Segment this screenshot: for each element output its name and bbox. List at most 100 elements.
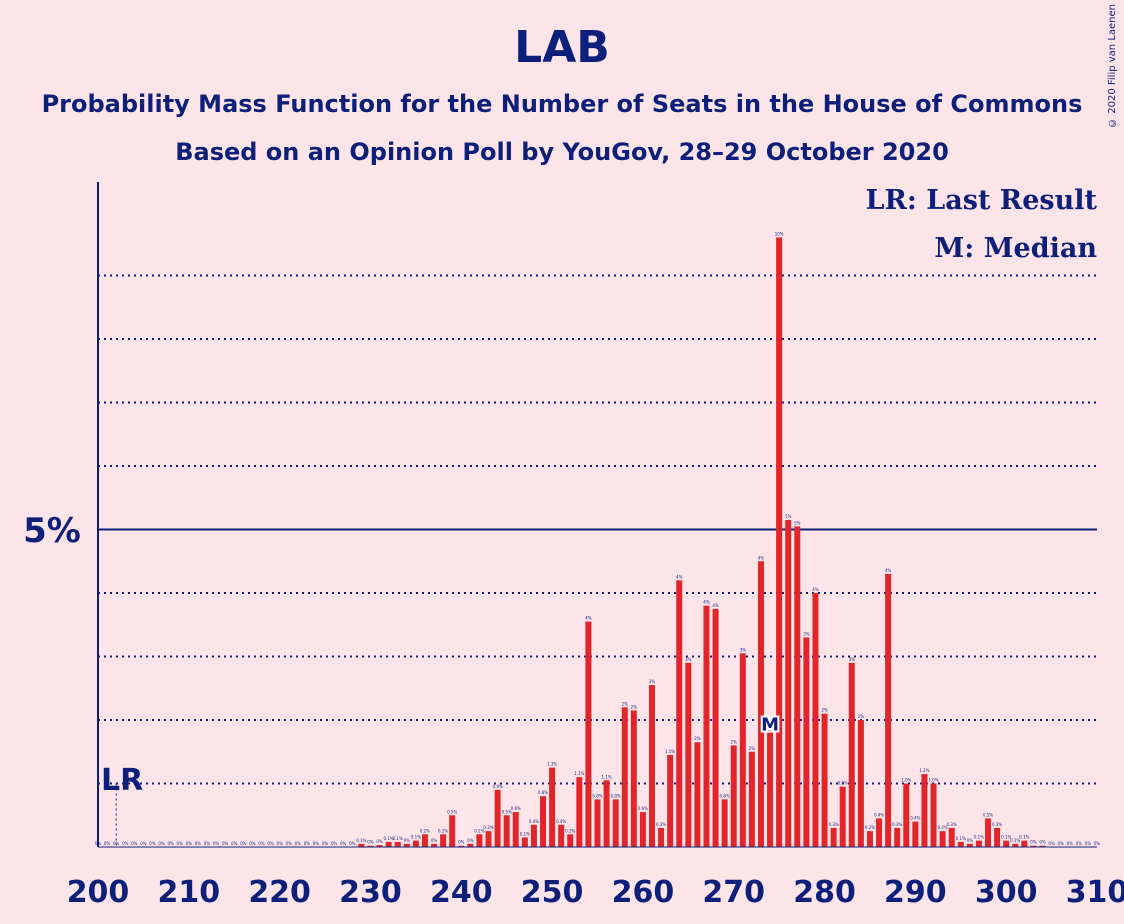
- bar-label-seat-228: 0%: [349, 841, 356, 846]
- bar-label-seat-302: 0.1%: [1019, 835, 1029, 840]
- x-tick-label-210: 210: [158, 875, 221, 910]
- bar-label-seat-284: 2%: [858, 714, 865, 719]
- bar-label-seat-234: 0%: [404, 838, 411, 843]
- bar-seat-232: [385, 841, 392, 847]
- bar-label-seat-242: 0.2%: [474, 828, 484, 833]
- x-tick-label-220: 220: [248, 875, 311, 910]
- bar-label-seat-304: 0%: [1039, 840, 1046, 845]
- bar-label-seat-216: 0%: [240, 841, 247, 846]
- bar-seat-271: [739, 653, 746, 847]
- bar-seat-236: [421, 834, 428, 847]
- bar-label-seat-301: 0.1%: [1010, 838, 1020, 843]
- bar-seat-252: [567, 834, 574, 847]
- bar-label-seat-291: 1.2%: [919, 768, 929, 773]
- x-axis-ticks: 200 210 220 230 240 250 260 270 280 290 300 310: [67, 875, 1124, 910]
- x-tick-label-280: 280: [793, 875, 856, 910]
- x-tick-label-290: 290: [884, 875, 947, 910]
- bar-seat-277: [794, 526, 801, 847]
- median-halo: M: [761, 715, 779, 736]
- bar-label-seat-227: 0%: [340, 841, 347, 846]
- bar-seat-297: [975, 840, 982, 847]
- bar-seat-251: [558, 824, 565, 847]
- bar-seat-270: [730, 745, 737, 847]
- bar-seat-301: [1012, 843, 1019, 847]
- bar-label-seat-259: 2%: [631, 704, 638, 709]
- bar-label-seat-296: 0%: [967, 838, 974, 843]
- bar-label-seat-243: 0.2%: [483, 825, 493, 830]
- bar-seat-255: [594, 799, 601, 847]
- bar-seat-302: [1021, 840, 1028, 847]
- bars: [358, 237, 1046, 847]
- bar-label-seat-232: 0.1%: [384, 836, 394, 841]
- bar-label-seat-274: 2%: [767, 727, 774, 732]
- bar-label-seat-272: 2%: [749, 746, 756, 751]
- bar-label-seat-285: 0.2%: [865, 825, 875, 830]
- bar-label-seat-308: 0%: [1076, 841, 1083, 846]
- bar-seat-276: [785, 519, 792, 847]
- bar-seat-245: [503, 815, 510, 847]
- bar-label-seat-265: 3%: [685, 657, 692, 662]
- bar-label-seat-247: 0.1%: [520, 831, 530, 836]
- x-tick-label-200: 200: [67, 875, 130, 910]
- bar-label-seat-253: 1.1%: [574, 771, 584, 776]
- bar-label-seat-251: 0.4%: [556, 819, 566, 824]
- bar-label-seat-207: 0%: [158, 841, 165, 846]
- bar-label-seat-222: 0%: [295, 841, 302, 846]
- chart-source-line: Based on an Opinion Poll by YouGov, 28–2…: [175, 138, 949, 166]
- bar-seat-278: [803, 637, 810, 847]
- bar-label-seat-292: 1.0%: [928, 778, 938, 783]
- bar-seat-287: [885, 573, 892, 847]
- bar-label-seat-201: 0%: [104, 841, 111, 846]
- bar-label-seat-270: 2%: [731, 739, 738, 744]
- bar-label-seat-215: 0%: [231, 841, 238, 846]
- bar-seat-290: [912, 821, 919, 847]
- bar-label-seat-249: 0.8%: [538, 790, 548, 795]
- bar-seat-246: [512, 812, 519, 847]
- bar-seat-242: [476, 834, 483, 847]
- bar-seat-259: [630, 710, 637, 847]
- bar-label-seat-217: 0%: [249, 841, 256, 846]
- last-result-marker-label: LR: [101, 763, 143, 798]
- bar-label-seat-306: 0%: [1057, 841, 1064, 846]
- bar-label-seat-257: 0.8%: [611, 793, 621, 798]
- bar-label-seat-300: 0.1%: [1001, 835, 1011, 840]
- bar-seat-298: [985, 818, 992, 847]
- bar-seat-243: [485, 831, 492, 847]
- bar-seat-279: [812, 593, 819, 847]
- bar-seat-292: [930, 783, 937, 847]
- bar-label-seat-286: 0.4%: [874, 812, 884, 817]
- bar-seat-286: [876, 818, 883, 847]
- bar-seat-235: [412, 840, 419, 847]
- bar-label-seat-209: 0%: [177, 841, 184, 846]
- bar-label-seat-219: 0%: [267, 841, 274, 846]
- bar-label-seat-205: 0%: [140, 841, 147, 846]
- bar-label-seat-233: 0.1%: [393, 836, 403, 841]
- bar-seat-281: [830, 827, 837, 847]
- bar-seat-288: [894, 827, 901, 847]
- bar-label-seat-294: 0.3%: [947, 822, 957, 827]
- bar-label-seat-266: 2%: [694, 736, 701, 741]
- bar-seat-238: [440, 834, 447, 847]
- bar-seat-269: [721, 799, 728, 847]
- bar-label-seat-229: 0.1%: [356, 838, 366, 843]
- bar-label-seat-307: 0%: [1067, 841, 1074, 846]
- bar-seat-265: [685, 662, 692, 847]
- bar-label-seat-226: 0%: [331, 841, 338, 846]
- bar-seat-291: [921, 773, 928, 847]
- bar-seat-230: [367, 845, 374, 847]
- bar-seat-280: [821, 713, 828, 847]
- bar-label-seat-297: 0.1%: [974, 835, 984, 840]
- bar-label-seat-245: 0.5%: [502, 809, 512, 814]
- bar-seat-244: [494, 789, 501, 847]
- bar-label-seat-298: 0.5%: [983, 812, 993, 817]
- y-tick-label-5pct: 5%: [23, 511, 81, 551]
- bar-seat-262: [658, 827, 665, 847]
- bar-seat-300: [1003, 840, 1010, 847]
- bar-label-seat-212: 0%: [204, 841, 211, 846]
- bar-label-seat-208: 0%: [167, 841, 174, 846]
- bar-seat-263: [667, 754, 674, 847]
- bar-label-seat-261: 3%: [649, 679, 656, 684]
- bar-label-seat-203: 0%: [122, 841, 129, 846]
- bar-seat-231: [376, 845, 383, 847]
